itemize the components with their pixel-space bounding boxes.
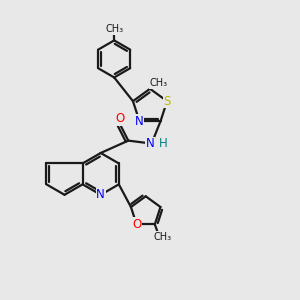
Text: S: S: [164, 95, 171, 108]
Text: N: N: [96, 188, 105, 201]
Text: O: O: [115, 112, 124, 125]
Text: CH₃: CH₃: [149, 78, 167, 88]
Text: H: H: [158, 137, 167, 150]
Text: O: O: [132, 218, 141, 231]
Text: CH₃: CH₃: [105, 24, 123, 34]
Text: CH₃: CH₃: [153, 232, 171, 242]
Text: N: N: [135, 115, 144, 128]
Text: N: N: [146, 137, 154, 150]
